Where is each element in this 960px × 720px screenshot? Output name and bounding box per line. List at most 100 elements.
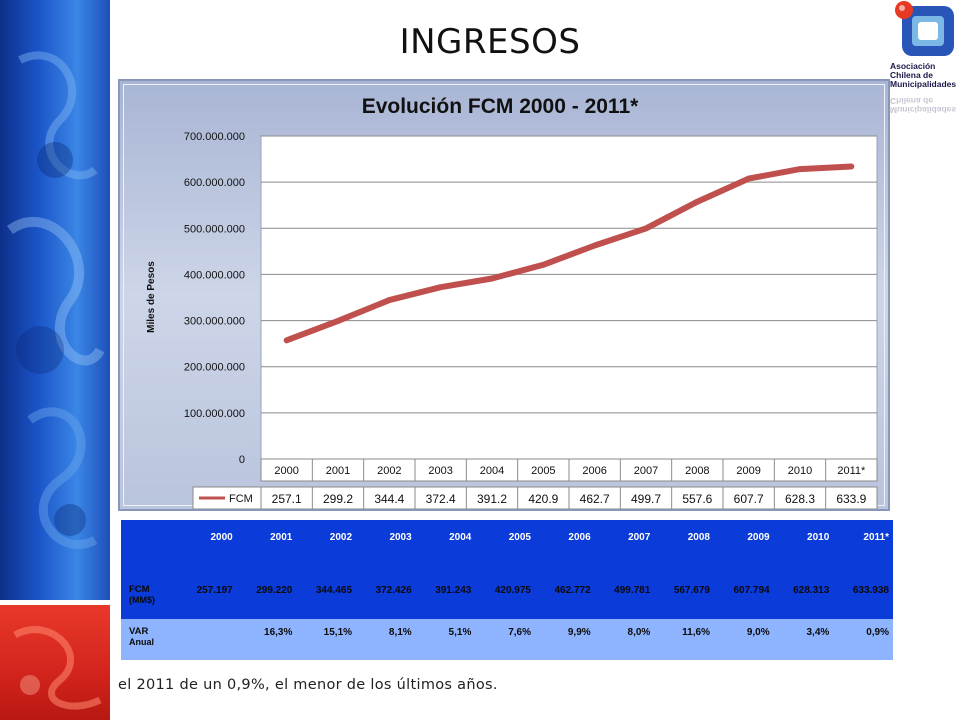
series-line-fcm bbox=[283, 163, 855, 344]
row-label-var: VAR Anual bbox=[121, 619, 177, 660]
table-cell-var: 8,0% bbox=[627, 627, 651, 638]
data-point bbox=[541, 263, 545, 267]
logo-reflection-line-2: Chilena de bbox=[890, 96, 933, 106]
data-point bbox=[387, 298, 391, 302]
table-header-row: 2000 2001 2002 2003 2004 2005 2006 2007 2008 2009… bbox=[121, 520, 893, 577]
table-cell-fcm: 567.679 bbox=[673, 585, 710, 596]
table-header-year: 2005 bbox=[508, 532, 531, 543]
left-blue-panel bbox=[0, 0, 110, 605]
table-cell-fcm: 372.426 bbox=[375, 585, 412, 596]
row-label-fcm: FCM (MM$) bbox=[121, 577, 177, 619]
x-tick-label: 2011* bbox=[837, 465, 866, 477]
data-point bbox=[849, 165, 853, 169]
table-header-year: 2007 bbox=[628, 532, 651, 543]
x-tick-label: 2002 bbox=[377, 465, 401, 477]
x-tick-label: 2004 bbox=[480, 465, 504, 477]
red-swirl-decoration bbox=[13, 626, 102, 710]
page-title: INGRESOS bbox=[399, 22, 581, 62]
x-tick-label: 2000 bbox=[274, 465, 298, 477]
row-label-var-name: VAR bbox=[129, 626, 149, 637]
legend-value-label: 391.2 bbox=[477, 492, 507, 506]
legend-value-label: 557.6 bbox=[682, 492, 712, 506]
table-cell-var: 9,0% bbox=[746, 627, 770, 638]
data-point bbox=[490, 276, 494, 280]
table-cell-fcm: 633.938 bbox=[852, 585, 889, 596]
table-cell-fcm: 628.313 bbox=[793, 585, 830, 596]
logo-reflection-line-3: Municipalidades bbox=[890, 105, 957, 114]
table-cell-var: 5,1% bbox=[448, 627, 472, 638]
table-header-year: 2006 bbox=[568, 532, 591, 543]
table-cell-var: 8,1% bbox=[388, 627, 412, 638]
x-tick-label: 2003 bbox=[428, 465, 452, 477]
y-tick-label: 300.000.000 bbox=[184, 316, 245, 328]
y-tick-label: 500.000.000 bbox=[184, 223, 245, 235]
table-cell-var: 3,4% bbox=[806, 627, 830, 638]
y-tick-label: 200.000.000 bbox=[184, 362, 245, 374]
legend-value-label: 372.4 bbox=[426, 492, 456, 506]
table-header-empty bbox=[121, 520, 177, 577]
x-tick-label: 2001 bbox=[326, 465, 350, 477]
left-decoration bbox=[0, 0, 110, 720]
plot-background bbox=[260, 135, 878, 460]
x-tick-label: 2010 bbox=[788, 465, 812, 477]
table-cell-var: 9,9% bbox=[567, 627, 591, 638]
data-point bbox=[285, 338, 289, 342]
table-header-year: 2010 bbox=[807, 532, 830, 543]
table-cell-fcm: 299.220 bbox=[256, 585, 293, 596]
data-point bbox=[798, 167, 802, 171]
left-red-panel bbox=[0, 605, 110, 720]
row-label-fcm-unit: (MM$) bbox=[129, 595, 155, 605]
data-table: 2000 2001 2002 2003 2004 2005 2006 2007 2008 2009… bbox=[121, 520, 893, 660]
table-header-year: 2011* bbox=[863, 532, 889, 543]
legend-value-label: 344.4 bbox=[374, 492, 404, 506]
table-cell-fcm: 499.781 bbox=[614, 585, 651, 596]
x-tick-label: 2008 bbox=[685, 465, 709, 477]
table-cell-fcm: 462.772 bbox=[554, 585, 591, 596]
chart-panel: Evolución FCM 2000 - 2011* Miles de Peso… bbox=[118, 79, 890, 511]
legend-value-label: 299.2 bbox=[323, 492, 353, 506]
table-header-year: 2004 bbox=[449, 532, 472, 543]
x-tick-label: 2005 bbox=[531, 465, 555, 477]
left-gap bbox=[0, 600, 110, 606]
fcm-line-chart: Evolución FCM 2000 - 2011* Miles de Peso… bbox=[146, 95, 878, 509]
logo-mark bbox=[895, 1, 954, 56]
table-cell-fcm: 257.197 bbox=[196, 585, 233, 596]
row-label-fcm-name: FCM bbox=[129, 584, 150, 595]
logo: Asociación Chilena de Municipalidades Mu… bbox=[890, 0, 960, 125]
legend-value-label: 257.1 bbox=[272, 492, 302, 506]
table-header-year: 2003 bbox=[389, 532, 412, 543]
footer-text: el 2011 de un 0,9%, el menor de los últi… bbox=[118, 677, 498, 693]
chart-ylabel: Miles de Pesos bbox=[146, 261, 157, 333]
plot-area: 0 100.000.000 200.000.000 300.000.000 400.00… bbox=[184, 131, 878, 509]
table-header-year: 2009 bbox=[747, 532, 770, 543]
table-cell-var: 15,1% bbox=[323, 627, 353, 638]
table-row-var: VAR Anual 16,3% 15,1% 8,1% 5,1% 7,6% 9,9% 8,0%… bbox=[121, 619, 893, 660]
legend-value-label: 420.9 bbox=[528, 492, 558, 506]
legend-value-label: 607.7 bbox=[734, 492, 764, 506]
logo-reflection: Municipalidades Chilena de bbox=[890, 92, 960, 114]
legend-value-label: 628.3 bbox=[785, 492, 815, 506]
legend-value-label: 633.9 bbox=[836, 492, 866, 506]
x-tick-label: 2007 bbox=[634, 465, 658, 477]
y-tick-label: 100.000.000 bbox=[184, 408, 245, 420]
table-header-year: 2002 bbox=[329, 532, 353, 543]
y-tick-label: 0 bbox=[239, 454, 245, 466]
x-tick-label: 2006 bbox=[582, 465, 606, 477]
y-tick-label: 600.000.000 bbox=[184, 177, 245, 189]
table-cell-fcm: 420.975 bbox=[494, 585, 531, 596]
data-point bbox=[695, 200, 699, 204]
table-header-year: 2000 bbox=[210, 532, 233, 543]
logo-line-3: Municipalidades bbox=[890, 79, 957, 89]
logo-line-2: Chilena de bbox=[890, 70, 933, 80]
swirl-decoration bbox=[7, 51, 105, 550]
legend-value-label: 462.7 bbox=[580, 492, 610, 506]
table-cell-var bbox=[177, 619, 237, 660]
legend-label: FCM bbox=[229, 493, 253, 505]
data-point bbox=[336, 319, 340, 323]
table-cell-var: 11,6% bbox=[682, 627, 710, 638]
data-point bbox=[439, 285, 443, 289]
legend-value-label: 499.7 bbox=[631, 492, 661, 506]
logo-text: Asociación Chilena de Municipalidades bbox=[890, 62, 960, 89]
x-tick-label: 2009 bbox=[736, 465, 760, 477]
y-tick-label: 700.000.000 bbox=[184, 131, 245, 143]
